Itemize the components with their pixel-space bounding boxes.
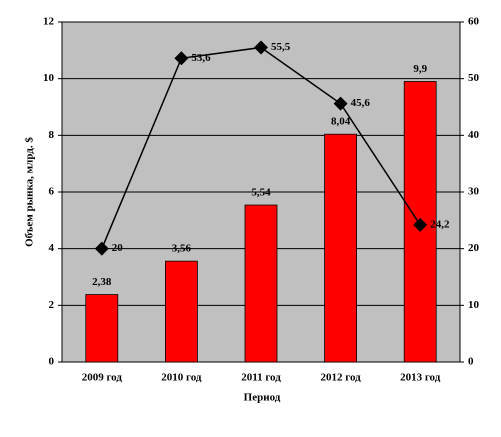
marker: [333, 96, 348, 111]
bar: [85, 294, 119, 363]
line-value-label: 53,6: [191, 52, 211, 64]
x-tick-label: 2013 год: [400, 372, 441, 384]
y-tick-label: 2: [49, 299, 55, 311]
bar: [164, 260, 198, 363]
x-tick-label: 2011 год: [241, 372, 281, 384]
bar: [324, 133, 358, 363]
marker: [254, 40, 268, 55]
marker: [94, 241, 109, 256]
y2-tick-label: 60: [468, 16, 480, 28]
y-tick-label: 12: [43, 16, 55, 28]
line-value-label: 45,6: [351, 97, 371, 109]
y-tick-label: 0: [49, 356, 55, 368]
y2-tick-label: 40: [468, 129, 480, 141]
bar-value-label: 2,38: [92, 276, 112, 288]
bar-value-label: 8,04: [331, 116, 351, 128]
y2-tick-label: 0: [468, 356, 474, 368]
x-axis-label: Период: [244, 392, 281, 404]
y2-tick-label: 10: [468, 299, 480, 311]
y2-tick-label: 30: [468, 186, 480, 198]
x-tick-label: 2010 год: [161, 372, 202, 384]
y2-tick-label: 50: [468, 72, 480, 84]
x-tick-label: 2012 год: [320, 372, 361, 384]
bar: [244, 204, 278, 363]
line-value-label: 20: [112, 242, 124, 254]
y-tick-label: 10: [43, 72, 55, 84]
bar-value-label: 9,9: [413, 63, 427, 75]
y-tick-label: 8: [49, 129, 55, 141]
y-tick-label: 4: [49, 242, 55, 254]
y2-tick-label: 20: [468, 242, 480, 254]
y-axis-label: Объем рынка, млрд. $: [24, 137, 36, 247]
bar-value-label: 3,56: [172, 243, 192, 255]
line-value-label: 55,5: [271, 41, 291, 53]
y-tick-label: 6: [49, 186, 55, 198]
x-tick-label: 2009 год: [82, 372, 123, 384]
marker: [413, 217, 428, 232]
line-value-label: 24,2: [430, 218, 450, 230]
bar-value-label: 5,54: [251, 187, 271, 199]
marker: [174, 51, 189, 66]
